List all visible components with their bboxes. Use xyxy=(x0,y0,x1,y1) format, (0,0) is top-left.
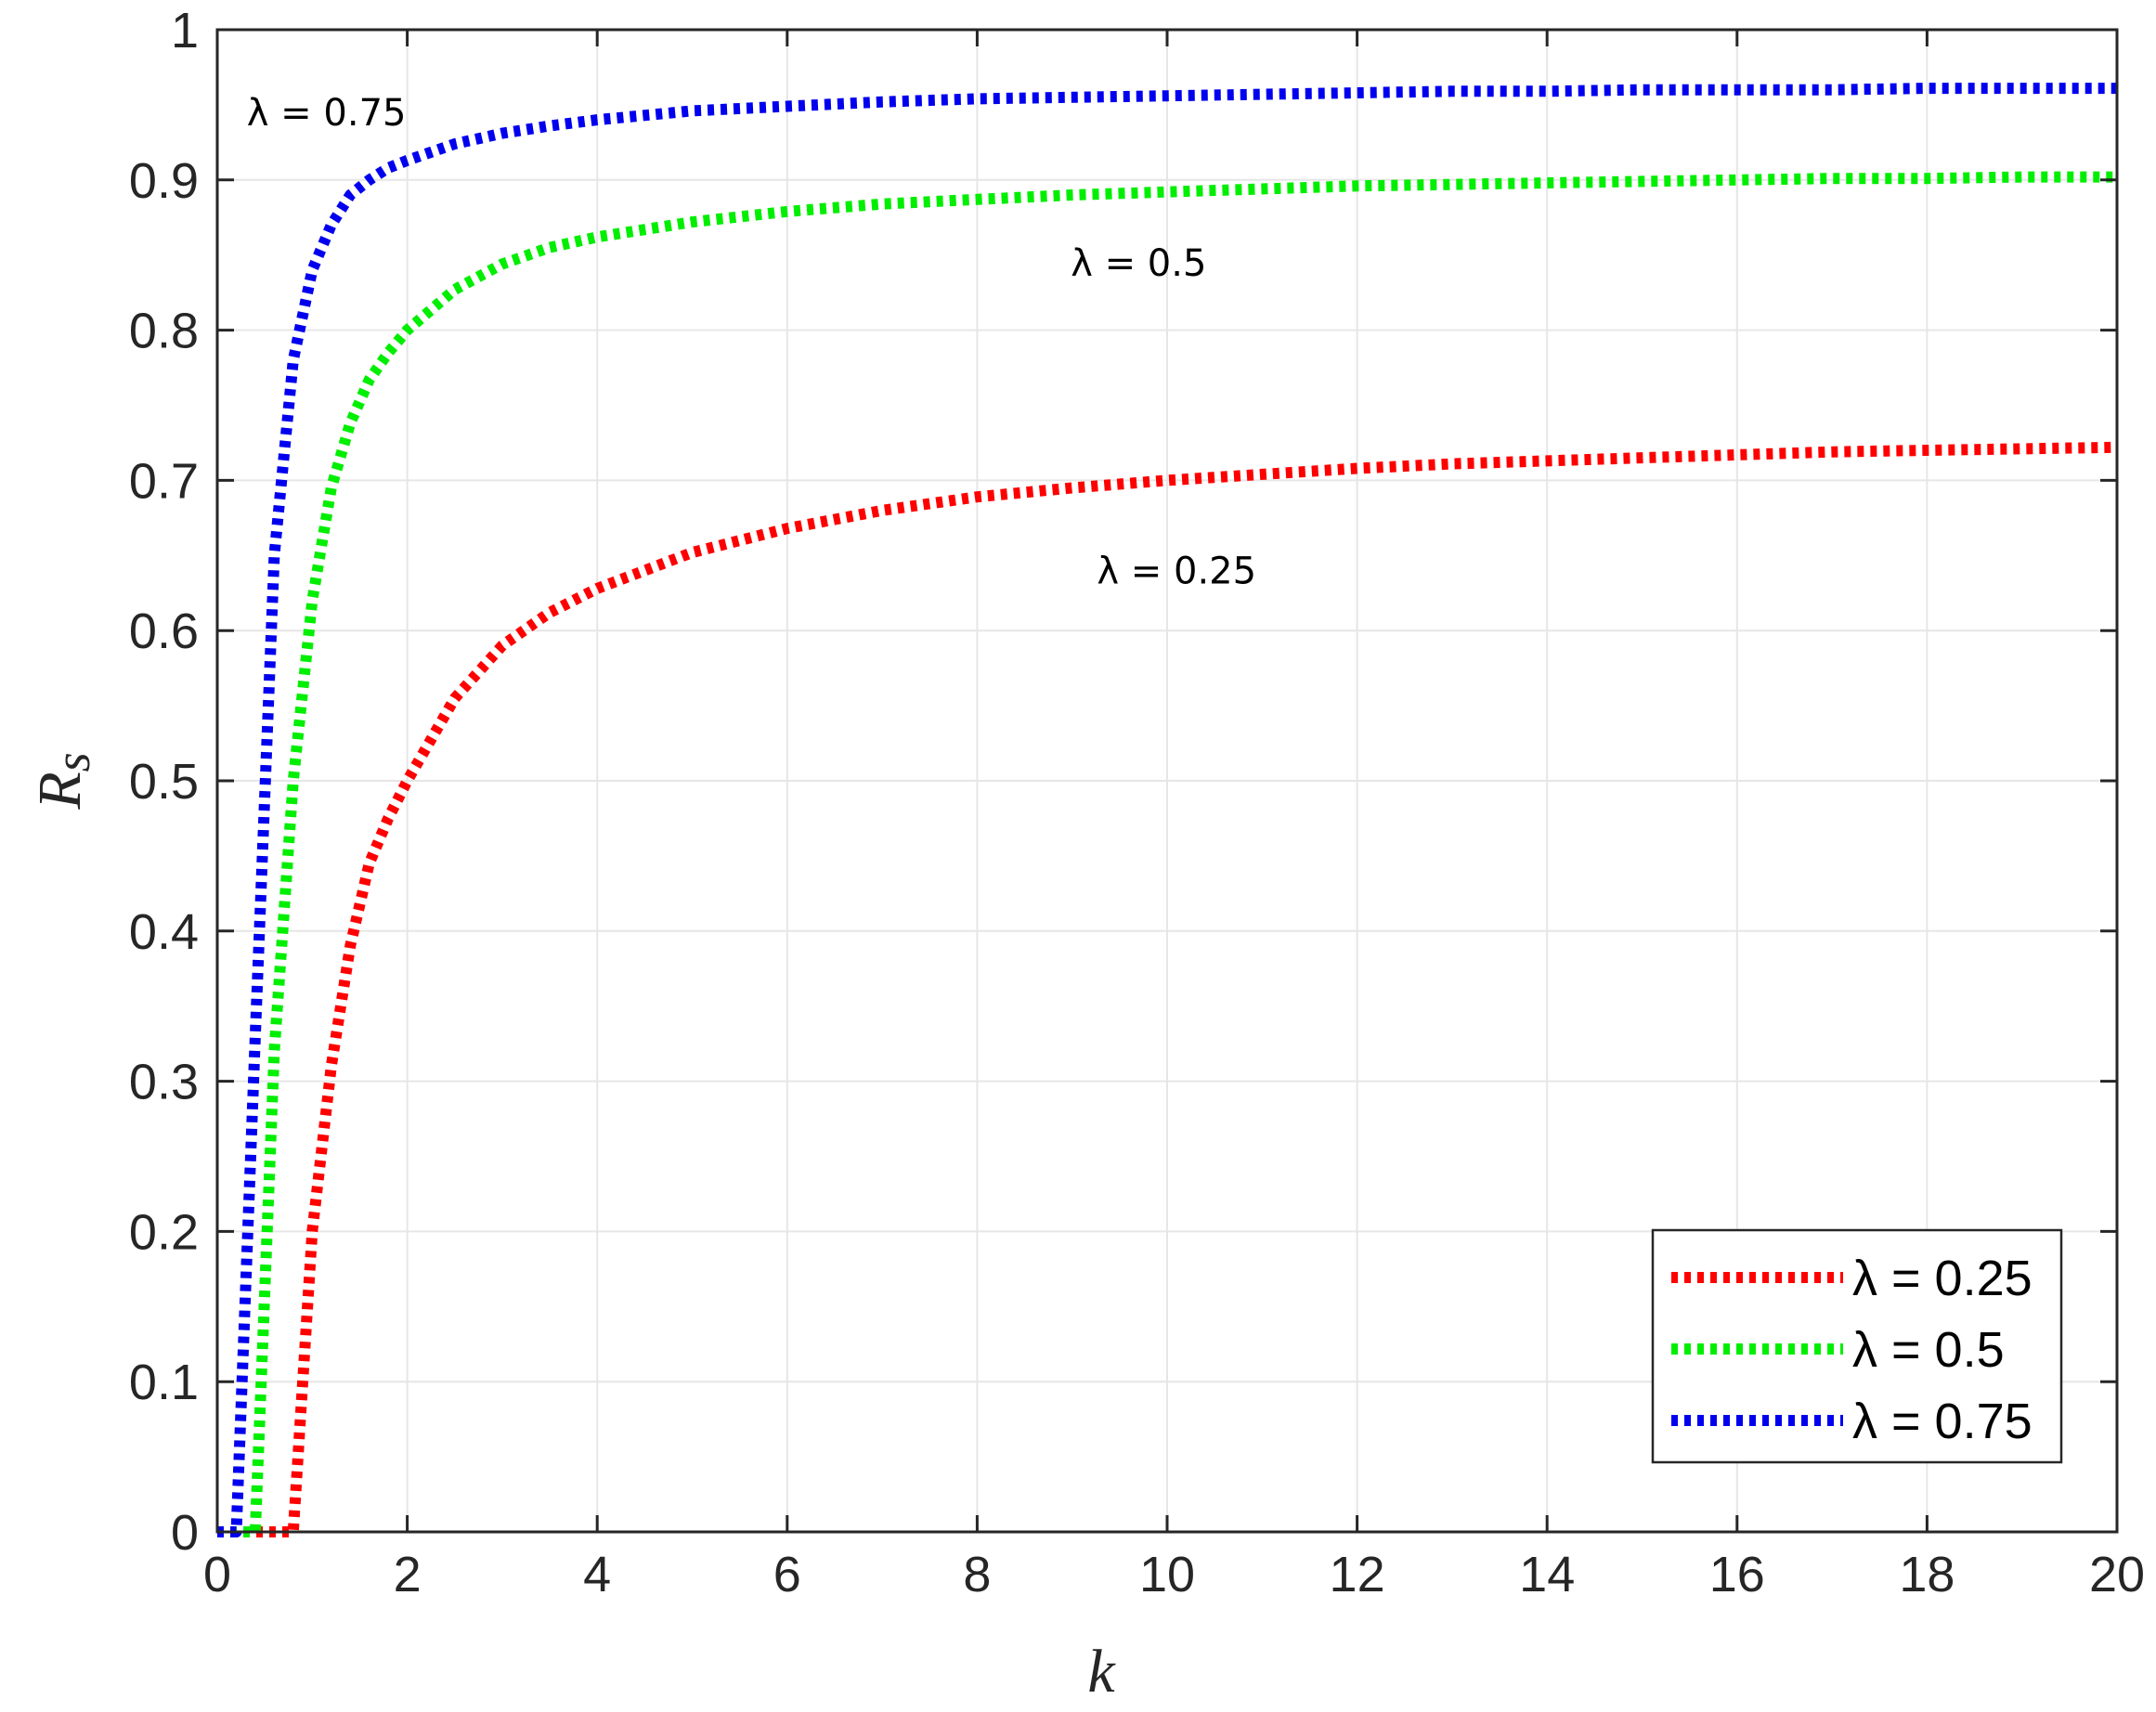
x-tick-label: 16 xyxy=(1709,1547,1765,1602)
y-axis-label-subscript: s xyxy=(45,752,100,772)
y-tick-label: 0.5 xyxy=(129,754,199,810)
x-tick-label: 10 xyxy=(1139,1547,1195,1602)
y-tick-label: 0.4 xyxy=(129,904,199,960)
annotation-label: λ = 0.25 xyxy=(1097,550,1256,592)
legend-box xyxy=(1651,1228,2063,1464)
x-tick-label: 20 xyxy=(2089,1547,2145,1602)
annotation-label: λ = 0.75 xyxy=(247,92,407,135)
annotations: λ = 0.75 λ = 0.5 λ = 0.25 xyxy=(247,92,1256,592)
legend-label: λ = 0.75 xyxy=(1852,1394,2033,1449)
series-layer xyxy=(217,83,2118,1537)
x-axis-label: k xyxy=(1087,1638,1116,1706)
y-tick-label: 0.9 xyxy=(129,153,199,209)
y-tick-label: 0 xyxy=(171,1505,199,1561)
y-tick-label: 1 xyxy=(171,3,199,58)
series-line-1 xyxy=(217,441,2118,1537)
y-tick-label: 0.8 xyxy=(129,304,199,359)
x-tick-label: 4 xyxy=(583,1547,611,1602)
annotation-label: λ = 0.5 xyxy=(1071,242,1206,285)
x-tick-label: 12 xyxy=(1330,1547,1385,1602)
y-tick-label: 0.6 xyxy=(129,603,199,659)
legend-label: λ = 0.25 xyxy=(1852,1251,2033,1306)
y-tick-label: 0.1 xyxy=(129,1355,199,1410)
y-axis-label: Rs xyxy=(26,752,100,810)
x-tick-label: 2 xyxy=(394,1547,422,1602)
x-tick-label: 18 xyxy=(1899,1547,1955,1602)
y-axis-label-main: R xyxy=(26,772,94,810)
x-tick-label: 0 xyxy=(203,1547,231,1602)
legend: λ = 0.25 λ = 0.5 λ = 0.75 xyxy=(1651,1228,2063,1464)
y-tick-label: 0.2 xyxy=(129,1204,199,1260)
x-tick-label: 14 xyxy=(1519,1547,1575,1602)
ticks: 0 2 4 6 8 10 12 14 16 18 20 0 0.1 0.2 0.3 0.4 0.5 0.6 0.7 0… xyxy=(129,3,2145,1602)
x-tick-label: 6 xyxy=(773,1547,801,1602)
y-tick-label: 0.3 xyxy=(129,1055,199,1110)
x-tick-label: 8 xyxy=(963,1547,991,1602)
series-line-2 xyxy=(217,171,2117,1537)
legend-label: λ = 0.5 xyxy=(1852,1322,2005,1378)
y-tick-label: 0.7 xyxy=(129,453,199,509)
